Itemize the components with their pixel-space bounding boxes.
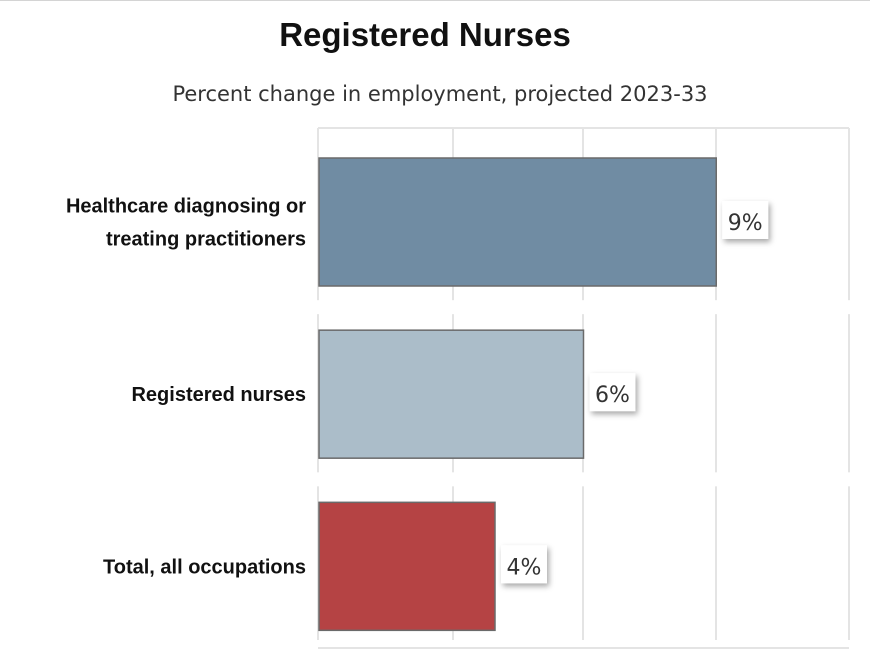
bar-2 [318, 501, 496, 632]
band-separator-2 [316, 472, 851, 487]
top-divider [0, 0, 870, 1]
band-separator-1 [316, 300, 851, 315]
value-labels: 9% 6% 4% [501, 201, 769, 584]
chart-subtitle: Percent change in employment, projected … [172, 82, 708, 106]
value-label-text-1: 6% [595, 383, 630, 408]
value-label-text-2: 4% [507, 555, 542, 580]
value-label-0: 9% [722, 201, 769, 239]
chart-title: Registered Nurses [279, 16, 571, 53]
category-label-0: Healthcare diagnosing or treating practit… [66, 196, 306, 251]
value-label-1: 6% [589, 373, 636, 412]
bar-1 [318, 329, 585, 459]
value-label-box-2 [501, 545, 547, 584]
category-label-2: Total, all occupations [103, 556, 306, 578]
value-label-box-0 [722, 201, 769, 239]
value-label-box-1 [589, 373, 636, 412]
value-label-text-0: 9% [728, 211, 763, 236]
value-label-2: 4% [501, 545, 547, 584]
bar-0 [318, 157, 717, 287]
category-labels: Healthcare diagnosing or treating practit… [66, 196, 306, 579]
bars [318, 157, 717, 632]
grid-lines [316, 127, 851, 649]
category-label-1: Registered nurses [131, 384, 306, 406]
